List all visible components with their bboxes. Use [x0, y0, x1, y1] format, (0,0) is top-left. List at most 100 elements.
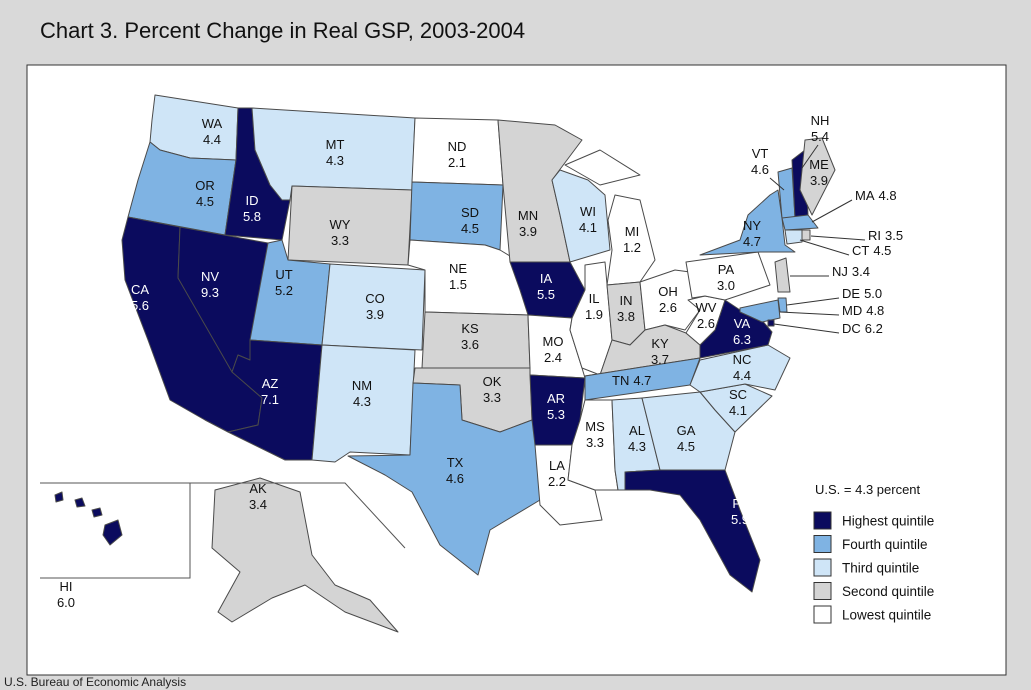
state-value: 6.0: [57, 595, 75, 610]
state-label: OK 3.3: [483, 374, 502, 405]
leader-line: [799, 239, 850, 256]
state-label: OH 2.6: [658, 284, 678, 315]
state-code: KY: [651, 336, 669, 351]
state-label: ND 2.1: [448, 139, 467, 170]
state-value: 3.8: [617, 309, 635, 324]
state-label: MS 3.3: [585, 419, 605, 450]
state-code: NY: [743, 218, 761, 233]
state-label: WV 2.6: [696, 300, 717, 331]
state-shape: [551, 169, 611, 263]
state-value: 4.5: [196, 194, 214, 209]
state-code: MO: [543, 334, 564, 349]
state-label: MT 4.3: [326, 137, 345, 168]
state-label: GA 4.5: [677, 423, 696, 454]
state-code: MA: [855, 188, 875, 203]
state-value: 5.3: [547, 407, 565, 422]
state-label: MD 4.8: [842, 303, 884, 318]
state-label: NJ 3.4: [832, 264, 870, 279]
state-value: 4.6: [446, 471, 464, 486]
state-value: 6.2: [865, 321, 883, 336]
state-label: IA 5.5: [537, 271, 555, 302]
leader-line: [773, 323, 840, 334]
state-value: 4.3: [628, 439, 646, 454]
legend-swatch: [813, 605, 832, 624]
state-value: 3.9: [810, 173, 828, 188]
state-code: MI: [625, 224, 639, 239]
state-code: ME: [809, 157, 829, 172]
state-code: SD: [461, 205, 479, 220]
state-label: NM 4.3: [352, 378, 372, 409]
state-value: 3.6: [461, 337, 479, 352]
state-code: CT: [852, 243, 869, 258]
state-label: VT 4.6: [751, 146, 769, 177]
state-code: NH: [811, 113, 830, 128]
state-code: DE: [842, 286, 860, 301]
state-value: 5.8: [243, 209, 261, 224]
state-value: 1.9: [585, 307, 603, 322]
state-code: ND: [448, 139, 467, 154]
state-label: CA 5.6: [131, 282, 149, 313]
state-label: WY 3.3: [330, 217, 351, 248]
state-label: NY 4.7: [743, 218, 761, 249]
state-code: IL: [589, 291, 600, 306]
state-code: AZ: [262, 376, 279, 391]
state-label: CT 4.5: [852, 243, 891, 258]
state-label: VA 6.3: [733, 316, 751, 347]
state-code: AL: [629, 423, 645, 438]
state-code: MN: [518, 208, 538, 223]
state-code: NC: [733, 352, 752, 367]
state-value: 4.1: [579, 220, 597, 235]
legend-swatch: [813, 558, 832, 577]
state-shape: [767, 319, 775, 327]
state-value: 3.3: [586, 435, 604, 450]
state-value: 2.1: [448, 155, 466, 170]
state-code: CA: [131, 282, 149, 297]
state-value: 7.1: [261, 392, 279, 407]
state-code: VA: [734, 316, 751, 331]
state-code: DC: [842, 321, 861, 336]
state-value: 5.4: [811, 129, 829, 144]
state-labels: WA 4.4OR 4.5CA 5.6NV 9.3ID 5.8MT 4.3WY 3.3UT 5.2…: [57, 113, 903, 610]
state-code: RI: [868, 228, 881, 243]
state-label: TN 4.7: [612, 373, 651, 388]
state-code: MS: [585, 419, 605, 434]
state-value: 4.4: [203, 132, 221, 147]
state-value: 4.3: [353, 394, 371, 409]
state-value: 2.2: [548, 474, 566, 489]
state-label: ID 5.8: [243, 193, 261, 224]
state-label: CO 3.9: [365, 291, 385, 322]
state-value: 4.6: [751, 162, 769, 177]
state-value: 4.8: [866, 303, 884, 318]
state-label: ME 3.9: [809, 157, 829, 188]
state-shape: [799, 137, 836, 216]
state-label: UT 5.2: [275, 267, 293, 298]
state-label: AZ 7.1: [261, 376, 279, 407]
state-code: CO: [365, 291, 385, 306]
state-value: 4.1: [729, 403, 747, 418]
inset-border: [40, 483, 191, 579]
state-label: WI 4.1: [579, 204, 597, 235]
state-value: 3.9: [366, 307, 384, 322]
state-value: 4.3: [326, 153, 344, 168]
state-shape: [409, 181, 504, 251]
inset-border: [40, 482, 406, 549]
state-code: SC: [729, 387, 747, 402]
leader-line: [779, 311, 840, 316]
state-value: 5.6: [131, 298, 149, 313]
state-value: 4.7: [743, 234, 761, 249]
state-code: UT: [275, 267, 292, 282]
state-code: NM: [352, 378, 372, 393]
state-value: 3.3: [331, 233, 349, 248]
source: U.S. Bureau of Economic Analysis: [4, 675, 186, 689]
state-code: IA: [540, 271, 553, 286]
state-value: 4.5: [873, 243, 891, 258]
state-shape: [689, 344, 791, 393]
legend-label: Lowest quintile: [842, 608, 931, 623]
state-code: GA: [677, 423, 696, 438]
state-label: AR 5.3: [547, 391, 565, 422]
state-value: 1.2: [623, 240, 641, 255]
state-label: NE 1.5: [449, 261, 467, 292]
us-note: U.S. = 4.3 percent: [815, 482, 921, 497]
state-value: 4.5: [677, 439, 695, 454]
